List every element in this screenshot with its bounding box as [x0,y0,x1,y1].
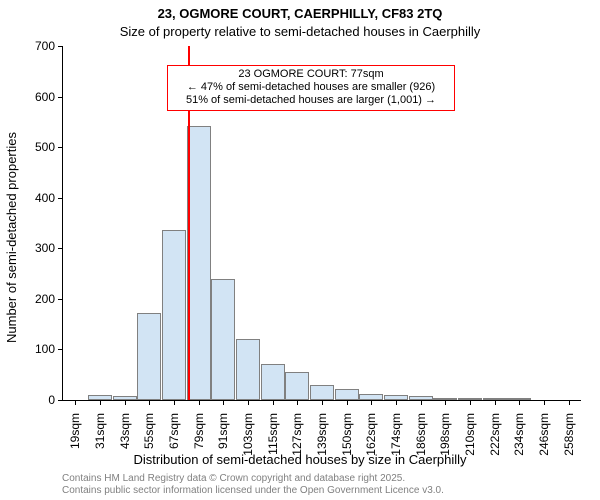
x-tick-label: 234sqm [512,413,526,456]
y-tick [58,248,63,249]
x-tick [445,400,446,405]
histogram-bar [433,398,457,400]
x-tick-label: 79sqm [192,413,206,449]
y-tick [58,400,63,401]
x-tick-label: 222sqm [488,413,502,456]
annotation-box: 23 OGMORE COURT: 77sqm← 47% of semi-deta… [167,65,455,111]
x-tick-label: 55sqm [142,413,156,449]
x-tick-label: 43sqm [118,413,132,449]
y-tick [58,299,63,300]
x-tick [199,400,200,405]
x-tick [100,400,101,405]
y-tick [58,46,63,47]
histogram-bar [359,394,383,400]
x-tick-label: 19sqm [68,413,82,449]
x-tick [125,400,126,405]
y-axis-label: Number of semi-detached properties [4,132,19,343]
histogram-bar [458,398,482,400]
histogram-bar [137,313,161,400]
histogram-bar [483,398,507,400]
x-tick [75,400,76,405]
x-tick [322,400,323,405]
x-tick [421,400,422,405]
chart-plot-area: 010020030040050060070019sqm31sqm43sqm55s… [62,46,581,401]
x-tick-label: 198sqm [438,413,452,456]
x-tick-label: 103sqm [241,413,255,456]
x-tick [297,400,298,405]
x-tick-label: 174sqm [389,413,403,456]
y-tick-label: 100 [35,342,55,356]
histogram-bar [285,372,309,400]
annotation-line: 23 OGMORE COURT: 77sqm [174,68,448,81]
y-tick-label: 700 [35,39,55,53]
x-tick [495,400,496,405]
annotation-line: ← 47% of semi-detached houses are smalle… [174,81,448,94]
x-tick [174,400,175,405]
y-tick [58,349,63,350]
x-tick [273,400,274,405]
x-tick [149,400,150,405]
annotation-line: 51% of semi-detached houses are larger (… [174,94,448,107]
histogram-bar [261,364,285,400]
x-tick [347,400,348,405]
footer-line-2: Contains public sector information licen… [62,485,444,497]
x-tick [223,400,224,405]
x-tick-label: 91sqm [216,413,230,449]
histogram-bar [113,396,137,400]
histogram-bar [335,389,359,400]
histogram-bar [384,395,408,400]
y-tick-label: 300 [35,241,55,255]
x-tick [544,400,545,405]
y-tick [58,147,63,148]
x-tick-label: 186sqm [414,413,428,456]
chart-footer: Contains HM Land Registry data © Crown c… [62,473,444,496]
x-tick [248,400,249,405]
histogram-bar [409,396,433,400]
x-tick [371,400,372,405]
x-tick-label: 127sqm [290,413,304,456]
x-tick-label: 258sqm [562,413,576,456]
page-title: 23, OGMORE COURT, CAERPHILLY, CF83 2TQ [0,6,600,21]
x-tick-label: 210sqm [463,413,477,456]
y-tick-label: 200 [35,292,55,306]
x-tick [396,400,397,405]
y-tick-label: 0 [48,393,55,407]
histogram-bar [162,230,186,400]
x-tick [519,400,520,405]
y-tick-label: 500 [35,140,55,154]
x-tick-label: 139sqm [315,413,329,456]
histogram-bar [211,279,235,400]
x-axis-label: Distribution of semi-detached houses by … [0,452,600,467]
histogram-bar [236,339,260,400]
footer-line-1: Contains HM Land Registry data © Crown c… [62,473,444,485]
y-tick-label: 600 [35,90,55,104]
histogram-bar [310,385,334,400]
histogram-bar [187,126,211,400]
x-tick [470,400,471,405]
y-tick [58,198,63,199]
x-tick-label: 115sqm [266,413,280,455]
x-tick-label: 162sqm [364,413,378,456]
y-tick [58,97,63,98]
x-tick [569,400,570,405]
x-tick-label: 31sqm [93,413,107,449]
page-subtitle: Size of property relative to semi-detach… [0,24,600,39]
x-tick-label: 150sqm [340,413,354,456]
x-tick-label: 246sqm [537,413,551,456]
y-tick-label: 400 [35,191,55,205]
histogram-bar [88,395,112,400]
histogram-bar [507,398,531,400]
x-tick-label: 67sqm [167,413,181,449]
